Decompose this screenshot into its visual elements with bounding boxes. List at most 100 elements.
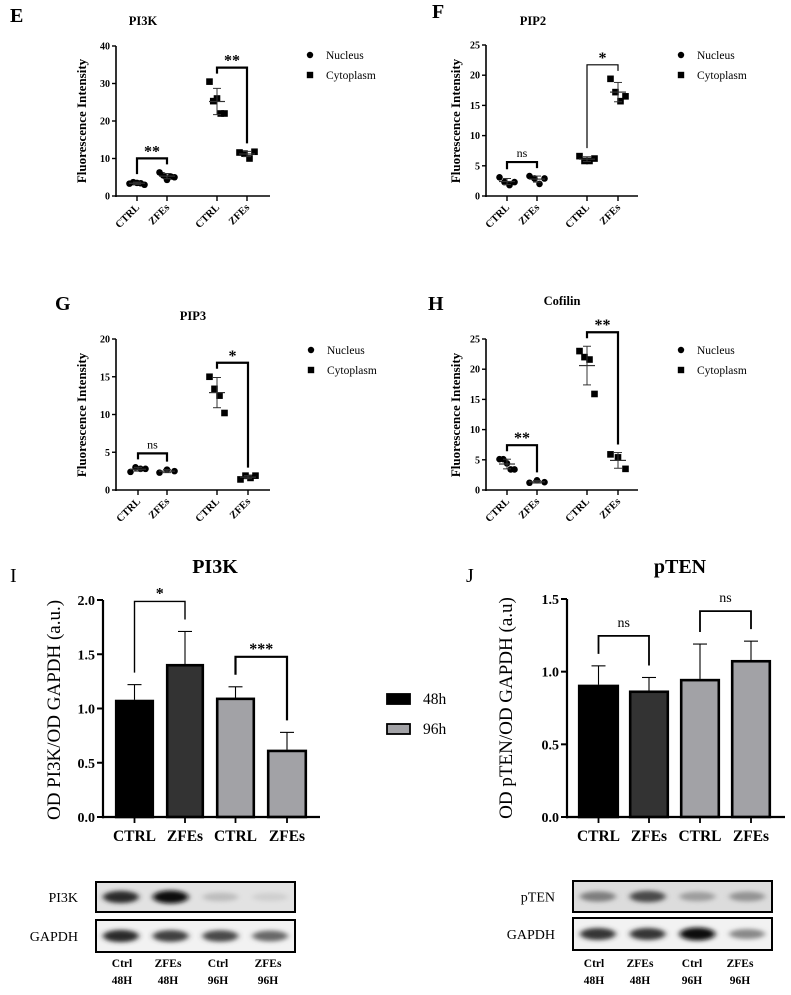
- data-point-cytoplasm: [236, 149, 243, 156]
- y-tick-label: 20: [470, 71, 480, 82]
- chart-title: Cofilin: [544, 294, 581, 308]
- data-point-cytoplasm: [576, 152, 583, 160]
- significance-label: ns: [517, 146, 528, 160]
- legend-label: Cytoplasm: [327, 365, 377, 377]
- chart-title: pTEN: [654, 556, 707, 578]
- data-point-cytoplasm: [247, 474, 254, 482]
- x-tick-label: CTRL: [194, 202, 222, 230]
- panel-letter: J: [466, 565, 474, 587]
- data-point-cytoplasm: [607, 451, 614, 458]
- x-tick-label: CTRL: [115, 496, 143, 524]
- x-tick-label: ZFEs: [147, 496, 172, 521]
- significance-bracket: [505, 444, 539, 473]
- significance-label: **: [514, 430, 530, 447]
- significance-label: ns: [719, 591, 731, 606]
- data-point-cytoplasm: [206, 78, 213, 85]
- x-tick-label: ZFEs: [517, 202, 542, 227]
- blot-frame: [572, 880, 773, 913]
- x-tick-label: CTRL: [114, 202, 142, 230]
- significance-label: ***: [249, 641, 273, 658]
- y-tick-label: 20: [470, 365, 480, 376]
- y-axis-label: OD pTEN/OD GAPDH (a.u): [496, 597, 517, 819]
- data-point-nucleus: [511, 178, 518, 186]
- y-tick-label: 40: [100, 42, 110, 53]
- x-tick-label: CTRL: [113, 828, 156, 845]
- data-point-cytoplasm: [607, 75, 614, 83]
- bar: [215, 697, 256, 819]
- panel-letter: E: [10, 5, 23, 27]
- significance-bracket: [585, 331, 620, 445]
- data-point-nucleus: [511, 466, 518, 473]
- blot-band: [152, 930, 189, 942]
- legend-swatch-icon: [386, 693, 411, 705]
- significance-bracket: [215, 361, 250, 468]
- lane-label-line1: ZFEs: [727, 958, 754, 970]
- blot-row-label: GAPDH: [507, 928, 555, 943]
- data-point-cytoplasm: [206, 373, 213, 381]
- legend-marker-square-icon: [306, 71, 314, 79]
- significance-bracket: [597, 634, 650, 666]
- data-point-cytoplasm: [591, 390, 598, 398]
- legend-marker-square-icon: [677, 366, 685, 374]
- data-point-cytoplasm: [581, 157, 588, 165]
- x-tick-label: CTRL: [484, 202, 512, 230]
- lane-label-line2: 48H: [112, 975, 133, 987]
- lane-label-line2: 48H: [630, 975, 651, 987]
- legend-label: Nucleus: [327, 345, 365, 357]
- y-tick-label: 0: [105, 192, 110, 203]
- blot-row-label: GAPDH: [30, 930, 78, 945]
- bar: [114, 699, 155, 819]
- y-tick-label: 0: [475, 192, 480, 203]
- data-point-cytoplasm: [237, 476, 244, 483]
- data-point-nucleus: [541, 175, 548, 182]
- chart-title: PI3K: [192, 556, 238, 578]
- data-point-cytoplasm: [221, 110, 228, 117]
- western-blot-i: PI3K GAPDH Ctrl 48H ZFEs 48H Ctrl 96H ZFEs 96H: [30, 881, 296, 987]
- significance-label: **: [595, 317, 611, 334]
- data-point-cytoplasm: [622, 93, 629, 100]
- x-tick-label: CTRL: [678, 828, 721, 845]
- blot-band: [202, 892, 239, 902]
- legend-marker-circle-icon: [677, 51, 685, 59]
- panel-i: I PI3K OD PI3K/OD GAPDH (a.u.) 0.0 0.5 1.0 1.5…: [10, 556, 320, 845]
- data-point-cytoplasm: [211, 385, 218, 393]
- data-point-nucleus: [127, 468, 134, 476]
- y-axis-label: Fluorescence Intensity: [448, 352, 463, 477]
- data-point-nucleus: [156, 469, 163, 476]
- data-point-nucleus: [531, 175, 538, 182]
- data-point-cytoplasm: [216, 392, 223, 399]
- blot-band: [579, 928, 616, 940]
- data-point-cytoplasm: [252, 472, 259, 479]
- y-tick-label: 0.0: [542, 811, 560, 826]
- blot-band: [102, 929, 139, 943]
- lane-label-line1: Ctrl: [682, 958, 702, 970]
- significance-label: *: [229, 348, 237, 365]
- blot-row-label: PI3K: [48, 891, 78, 906]
- bar: [266, 749, 308, 819]
- x-tick-label: ZFEs: [147, 202, 172, 227]
- x-tick-label: ZFEs: [598, 202, 623, 227]
- y-axis-label: Fluorescence Intensity: [74, 352, 89, 477]
- blot-band: [152, 890, 189, 904]
- data-point-nucleus: [171, 173, 178, 181]
- legend-label: Cytoplasm: [697, 365, 747, 377]
- western-blot-j: pTEN GAPDH Ctrl 48H ZFEs 48H Ctrl 96H ZFEs 96H: [507, 880, 773, 987]
- y-axis-label: OD PI3K/OD GAPDH (a.u.): [44, 600, 65, 820]
- y-tick-label: 15: [100, 372, 110, 383]
- bar: [165, 663, 205, 819]
- y-tick-label: 15: [470, 101, 480, 112]
- blot-band: [679, 927, 716, 941]
- data-point-cytoplasm: [591, 155, 598, 162]
- legend-label: Nucleus: [326, 50, 364, 62]
- x-tick-label: CTRL: [484, 496, 512, 524]
- blot-band: [252, 930, 289, 942]
- panel-letter: F: [432, 1, 444, 23]
- significance-bracket: [234, 655, 289, 721]
- legend-marker-square-icon: [307, 366, 315, 374]
- y-tick-label: 10: [470, 425, 480, 436]
- blot-row: PI3K: [48, 881, 296, 913]
- legend-label: Nucleus: [697, 345, 735, 357]
- y-tick-label: 25: [470, 41, 480, 52]
